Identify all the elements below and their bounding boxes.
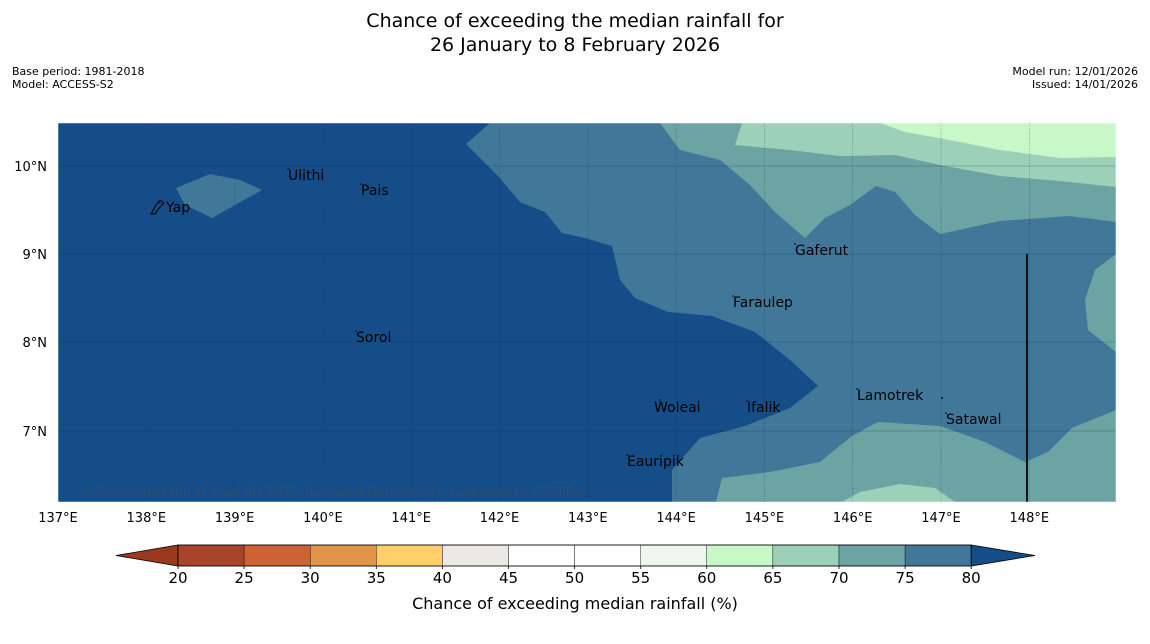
place-label-satawal: Satawal [946, 412, 1001, 428]
colorbar-tick-label: 60 [697, 569, 716, 587]
lat-tick-label: 10°N [14, 160, 47, 175]
colorbar-tick-labels: 20 25 30 35 40 45 50 55 60 65 70 75 80 [168, 566, 981, 587]
contour-south-65-70 [842, 484, 955, 502]
place-label-gaferut: Gaferut [795, 243, 849, 259]
lat-tick-label: 8°N [23, 336, 48, 351]
colorbar-bin [640, 544, 708, 567]
yap-island-shape [149, 199, 165, 215]
colorbar-bin [243, 544, 311, 567]
colorbar-bin [376, 544, 443, 567]
place-dot-sorol [355, 330, 357, 332]
colorbar [115, 544, 1036, 567]
colorbar-tick-label: 35 [367, 569, 386, 587]
colorbar-tick-label: 45 [499, 569, 518, 587]
colorbar-bin [508, 544, 575, 567]
place-dot-ifalik [746, 400, 748, 402]
issued-date: Issued: 14/01/2026 [1031, 78, 1138, 91]
islet-dot [941, 397, 943, 399]
colorbar-tick-label: 50 [565, 569, 584, 587]
lat-tick-label: 9°N [23, 248, 48, 263]
lon-tick-label: 145°E [745, 511, 785, 526]
model-run: Model run: 12/01/2026 [1012, 65, 1138, 78]
colorbar-bin [772, 544, 840, 567]
title-line-2: 26 January to 8 February 2026 [429, 34, 721, 56]
base-period: Base period: 1981-2018 [12, 65, 145, 78]
place-dot-satawal [945, 412, 947, 414]
lat-tick-labels: 10°N 9°N 8°N 7°N [14, 160, 47, 440]
place-dot-faraulep [732, 295, 734, 297]
colorbar-tick-label: 70 [829, 569, 848, 587]
place-dot-gaferut [794, 243, 796, 245]
place-labels: Ulithi Pais Yap Gaferut Faraulep Sorol Woleai I… [159, 168, 1001, 470]
place-label-lamotrek: Lamotrek [857, 388, 924, 404]
lon-tick-label: 140°E [303, 511, 343, 526]
lon-tick-label: 137°E [38, 511, 78, 526]
contour-fill [58, 123, 1116, 502]
lon-tick-label: 141°E [391, 511, 431, 526]
colorbar-bin [904, 544, 972, 567]
place-dot-lamotrek [856, 388, 858, 390]
graticule [58, 123, 1116, 502]
colorbar-bin [310, 544, 377, 567]
place-dot-ulithi [287, 168, 289, 170]
colorbar-tick-label: 55 [631, 569, 650, 587]
place-label-woleai: Woleai [654, 400, 701, 416]
colorbar-over-arrow [970, 544, 1036, 567]
place-label-ulithi: Ulithi [288, 168, 324, 184]
contour-east-70-75 [1085, 254, 1116, 352]
lon-tick-label: 144°E [656, 511, 696, 526]
contour-yap-75-80 [176, 174, 262, 218]
lon-tick-label: 146°E [833, 511, 873, 526]
map-credit: © Commonwealth of Australia 2026, Bureau… [81, 485, 586, 499]
lon-tick-label: 142°E [480, 511, 520, 526]
place-dot-woleai [659, 399, 661, 401]
place-dot-pais [360, 183, 362, 185]
meta-left: Base period: 1981-2018 Model: ACCESS-S2 [12, 65, 144, 91]
colorbar-tick-label: 75 [896, 569, 915, 587]
colorbar-bin [706, 544, 774, 567]
lon-tick-labels: 137°E 138°E 139°E 140°E 141°E 142°E 143°E 144°E… [38, 511, 1049, 526]
contour-south-70-75 [716, 410, 1116, 502]
colorbar-under-arrow [115, 544, 179, 567]
contour-60-65 [880, 123, 1116, 158]
title-line-1: Chance of exceeding the median rainfall … [366, 10, 784, 32]
lon-tick-label: 138°E [127, 511, 167, 526]
place-dot-eauripik [626, 454, 628, 456]
lon-tick-label: 143°E [568, 511, 608, 526]
place-label-ifalik: Ifalik [747, 400, 781, 416]
chart-title: Chance of exceeding the median rainfall … [0, 9, 1150, 57]
place-label-sorol: Sorol [356, 330, 391, 346]
colorbar-tick-label: 25 [235, 569, 254, 587]
colorbar-bin [838, 544, 906, 567]
colorbar-bin [574, 544, 641, 567]
place-label-eauripik: Eauripik [627, 454, 685, 470]
place-label-pais: Pais [361, 183, 389, 199]
colorbar-tick-label: 20 [168, 569, 187, 587]
place-label-faraulep: Faraulep [733, 295, 793, 311]
lat-tick-label: 7°N [23, 425, 48, 440]
colorbar-tick-label: 80 [962, 569, 981, 587]
lon-tick-label: 139°E [215, 511, 255, 526]
lon-tick-label: 148°E [1010, 511, 1050, 526]
colorbar-tick-label: 65 [763, 569, 782, 587]
place-label-yap: Yap [165, 200, 190, 216]
colorbar-tick-label: 30 [301, 569, 320, 587]
place-dot-yap [159, 202, 161, 204]
lon-tick-label: 147°E [921, 511, 961, 526]
model-name: Model: ACCESS-S2 [12, 78, 114, 91]
islands [149, 199, 165, 215]
colorbar-label: Chance of exceeding median rainfall (%) [412, 594, 738, 613]
colorbar-tick-label: 40 [433, 569, 452, 587]
meta-right: Model run: 12/01/2026 Issued: 14/01/2026 [1012, 65, 1138, 91]
colorbar-bin [442, 544, 509, 567]
colorbar-bin [177, 544, 245, 567]
map-frame [57, 122, 1117, 503]
